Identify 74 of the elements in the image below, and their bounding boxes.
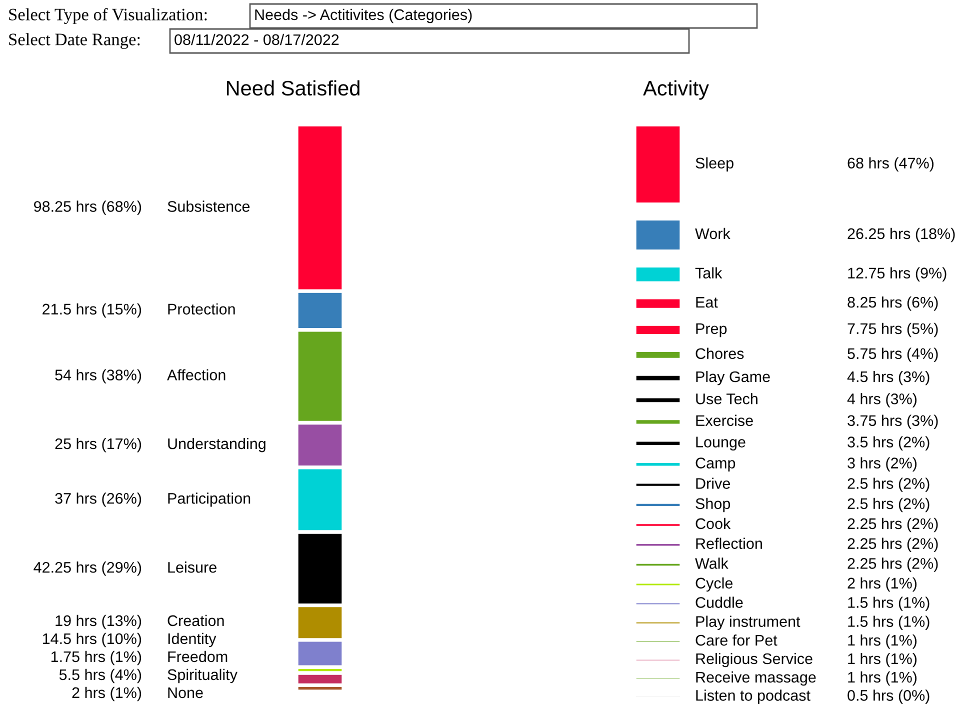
category-label: Care for Pet	[696, 634, 778, 646]
data-label: 98.25 hrs (68%)	[34, 200, 142, 215]
category-label: Creation	[168, 614, 224, 626]
text: 08/11/2022 - 08/17/2022	[174, 34, 339, 46]
data-label: 3.75 hrs (3%)	[848, 414, 938, 430]
text: Need Satisfied	[226, 80, 360, 96]
data-label: 68 hrs (47%)	[848, 157, 934, 172]
category-label: Eat	[696, 297, 718, 308]
category-label: Walk	[695, 558, 728, 569]
data-label: 3 hrs (2%)	[848, 457, 917, 472]
data-label: 21.5 hrs (15%)	[42, 303, 142, 318]
data-label: 2 hrs (1%)	[848, 577, 917, 592]
category-label: Sleep	[696, 157, 734, 172]
category-label: Exercise	[696, 414, 753, 426]
data-label: 2.25 hrs (2%)	[848, 518, 938, 532]
data-label: 12.75 hrs (9%)	[848, 267, 946, 282]
category-label: Drive	[696, 478, 730, 489]
category-label: Protection	[168, 303, 235, 315]
category-label: Leisure	[168, 562, 216, 573]
category-label: Cycle	[696, 577, 733, 592]
data-label: 2 hrs (1%)	[72, 686, 142, 702]
data-label: 2.25 hrs (2%)	[848, 558, 938, 572]
category-label: Talk	[695, 267, 722, 278]
data-label: 14.5 hrs (10%)	[42, 632, 142, 648]
data-label: 2.25 hrs (2%)	[848, 538, 938, 552]
data-label: 1.75 hrs (1%)	[51, 650, 142, 666]
data-label: 4 hrs (3%)	[847, 393, 917, 408]
category-label: Cook	[696, 518, 731, 530]
category-label: Receive massage	[696, 671, 816, 686]
text: Activity	[643, 80, 709, 100]
category-label: Work	[695, 228, 730, 240]
category-label: Freedom	[168, 650, 228, 662]
data-label: 1.5 hrs (1%)	[848, 596, 930, 611]
data-label: 26.25 hrs (18%)	[848, 228, 955, 242]
data-label: 5.75 hrs (4%)	[848, 348, 938, 362]
category-label: Participation	[168, 492, 250, 507]
category-label: Chores	[696, 348, 744, 360]
category-label: Lounge	[696, 436, 746, 450]
category-label: Religious Service	[696, 652, 812, 668]
category-label: Listen to podcast	[696, 690, 810, 704]
category-label: Reflection	[696, 538, 762, 549]
category-label: Play Game	[696, 370, 770, 386]
data-label: 7.75 hrs (5%)	[848, 322, 938, 338]
text: Needs -> Actitivites (Categories)	[255, 8, 472, 24]
category-label: Cuddle	[696, 596, 743, 608]
category-label: Play instrument	[696, 616, 800, 630]
data-label: 1 hrs (1%)	[848, 671, 917, 686]
data-label: 2.5 hrs (2%)	[848, 498, 930, 512]
data-label: 0.5 hrs (0%)	[848, 690, 930, 704]
category-label: Identity	[168, 632, 216, 648]
data-label: 19 hrs (13%)	[56, 614, 142, 630]
category-label: Subsistence	[168, 200, 250, 212]
data-label: 5.5 hrs (4%)	[59, 668, 142, 684]
category-label: Shop	[696, 498, 730, 512]
category-label: Prep	[696, 323, 727, 338]
data-label: 1 hrs (1%)	[848, 652, 917, 668]
data-label: 37 hrs (26%)	[55, 492, 142, 507]
data-label: 2.5 hrs (2%)	[848, 478, 930, 492]
text: Select Date Range:	[9, 33, 140, 49]
category-label: Understanding	[168, 438, 266, 452]
data-label: 4.5 hrs (3%)	[847, 370, 930, 386]
data-label: 54 hrs (38%)	[55, 369, 142, 384]
data-label: 1 hrs (1%)	[848, 634, 917, 649]
data-label: 25 hrs (17%)	[55, 438, 142, 452]
data-label: 8.25 hrs (6%)	[848, 296, 938, 311]
category-label: Camp	[696, 458, 736, 472]
data-label: 1.5 hrs (1%)	[848, 616, 930, 630]
category-label: Affection	[167, 369, 226, 380]
category-label: Use Tech	[696, 393, 758, 404]
data-label: 42.25 hrs (29%)	[34, 562, 142, 576]
text: Select Type of Visualization:	[9, 8, 207, 24]
data-label: 3.5 hrs (2%)	[848, 436, 930, 450]
category-label: Spirituality	[168, 668, 238, 684]
category-label: None	[168, 687, 203, 698]
